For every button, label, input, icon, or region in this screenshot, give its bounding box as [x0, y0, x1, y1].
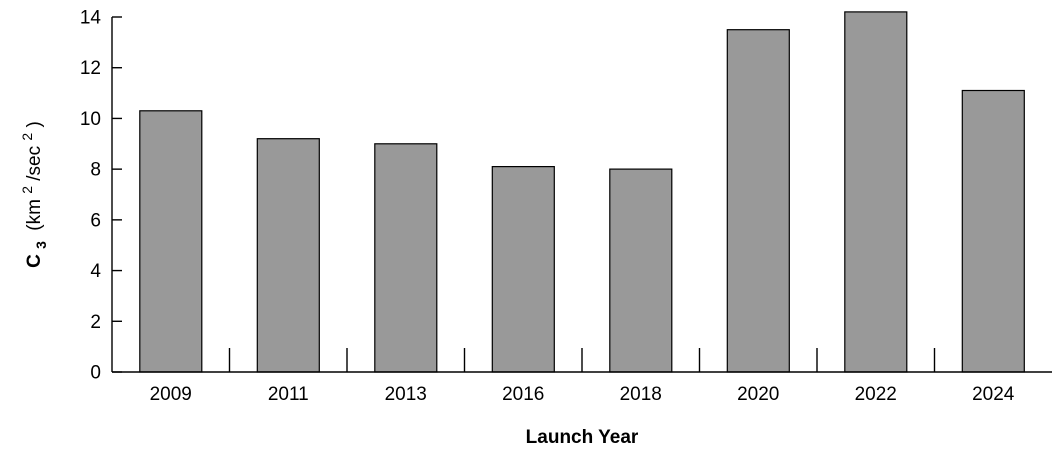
y-tick-label: 6	[90, 210, 101, 231]
y-tick-label: 0	[90, 363, 101, 384]
y-axis-symbol: C	[24, 254, 45, 268]
bar-2024	[961, 89, 1025, 373]
bar-2022	[844, 11, 908, 373]
y-axis-subscript: 3	[33, 241, 49, 249]
y-axis-unit-open: (km	[24, 199, 45, 231]
x-tick-label: 2018	[620, 384, 662, 405]
x-tick-label: 2016	[502, 384, 544, 405]
y-tick-label: 14	[80, 8, 102, 29]
x-axis-title: Launch Year	[526, 427, 639, 448]
y-axis-unit-mid: /sec	[24, 146, 45, 181]
y-ticks: 0 2 4 6 8 10 12 14	[80, 8, 122, 384]
x-tick-label: 2009	[150, 384, 192, 405]
y-axis-unit-sup2: 2	[19, 133, 35, 141]
bar-2018	[609, 168, 673, 373]
y-axis-unit-sup1: 2	[19, 186, 35, 194]
bar-2013	[374, 143, 438, 373]
x-tick-label: 2013	[385, 384, 427, 405]
y-tick-label: 2	[90, 312, 101, 333]
y-tick-label: 12	[80, 58, 101, 79]
x-ticks: 2009 2011 2013 2016 2018 2020 2022 2024	[150, 348, 1015, 405]
x-tick-label: 2020	[737, 384, 779, 405]
x-tick-label: 2011	[268, 384, 309, 405]
x-tick-label: 2024	[972, 384, 1015, 405]
bars	[139, 11, 1025, 373]
bar-2016	[491, 166, 555, 373]
bar-2011	[256, 138, 320, 373]
y-axis-unit-close: )	[24, 121, 45, 127]
y-axis-title: C 3 (km 2 /sec 2 )	[16, 121, 51, 268]
y-tick-label: 8	[90, 160, 101, 181]
bar-2020	[726, 29, 790, 373]
axes	[111, 17, 1052, 373]
y-tick-label: 4	[90, 261, 101, 282]
x-tick-label: 2022	[855, 384, 897, 405]
bar-2009	[139, 110, 203, 373]
y-tick-label: 10	[80, 109, 101, 130]
